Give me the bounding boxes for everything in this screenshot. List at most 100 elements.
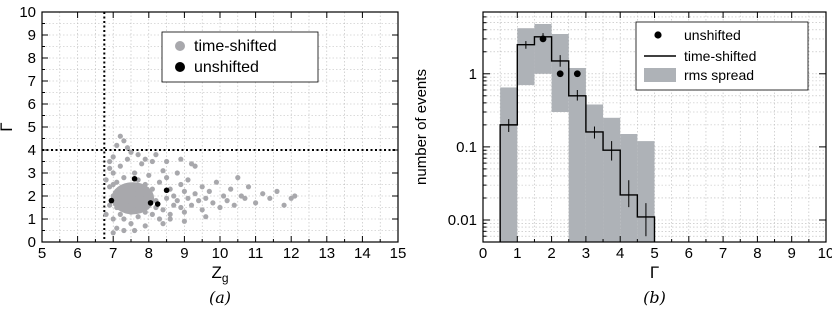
time-shifted-point bbox=[121, 138, 127, 144]
x-tick-label: 5 bbox=[38, 245, 46, 262]
time-shifted-point bbox=[185, 195, 191, 201]
x-tick-label: 3 bbox=[582, 245, 590, 262]
legend-box bbox=[161, 31, 319, 83]
time-shifted-point bbox=[231, 202, 237, 208]
unshifted-point bbox=[154, 201, 161, 207]
time-shifted-point bbox=[117, 133, 123, 139]
time-shifted-point bbox=[185, 177, 191, 183]
time-shifted-point bbox=[124, 145, 131, 151]
time-shifted-point bbox=[121, 227, 127, 234]
x-tick-label: 12 bbox=[283, 245, 300, 262]
y-tick-label: 1 bbox=[28, 211, 36, 228]
time-shifted-point bbox=[131, 207, 138, 213]
time-shifted-point bbox=[242, 195, 248, 201]
time-shifted-point bbox=[128, 149, 134, 155]
time-shifted-point bbox=[178, 156, 184, 162]
time-shifted-point bbox=[181, 218, 187, 224]
panel-b-tick-labels: 0 1 2 3 4 5 6 7 8 9 10 0.01 0.1 1 bbox=[448, 66, 832, 262]
x-tick-label: 13 bbox=[318, 245, 335, 262]
x-tick-label: 9 bbox=[180, 245, 188, 262]
x-tick-label: 2 bbox=[547, 245, 555, 262]
time-shifted-point bbox=[121, 216, 127, 222]
panel-b-legend: unshifted time-shifted rms spread bbox=[635, 21, 809, 91]
panel-b-rms-band bbox=[500, 23, 655, 242]
rms-spread-bin bbox=[603, 117, 621, 242]
time-shifted-point bbox=[107, 165, 113, 171]
time-shifted-point bbox=[178, 181, 184, 188]
time-shifted-point bbox=[228, 186, 234, 192]
time-shifted-point bbox=[131, 227, 138, 234]
y-tick-label: 3 bbox=[28, 165, 36, 182]
time-shifted-point bbox=[164, 175, 170, 181]
time-shifted-point bbox=[167, 211, 173, 217]
time-shifted-point bbox=[210, 200, 216, 206]
rms-spread-bin bbox=[568, 67, 586, 242]
unshifted-point bbox=[573, 70, 581, 78]
panel-a-x-axis-label-sub: g bbox=[222, 271, 229, 285]
time-shifted-point bbox=[121, 175, 127, 181]
panel-b-caption: (b) bbox=[643, 288, 666, 307]
unshifted-point bbox=[539, 35, 547, 43]
time-shifted-point bbox=[188, 161, 195, 167]
rms-spread-bin bbox=[500, 87, 518, 242]
legend-label: unshifted bbox=[194, 59, 259, 76]
time-shifted-point bbox=[124, 156, 131, 162]
rms-spread-bin bbox=[534, 23, 552, 74]
y-tick-label: 9 bbox=[28, 27, 36, 44]
time-shifted-point bbox=[114, 142, 120, 148]
panel-b: 0 1 2 3 4 5 6 7 8 9 100.010.11 Γ number of events … bbox=[413, 11, 832, 307]
time-shifted-point bbox=[181, 209, 187, 215]
time-shifted-point bbox=[124, 193, 131, 199]
y-tick-label: 1 bbox=[469, 66, 477, 83]
x-tick-label: 0 bbox=[479, 245, 487, 262]
time-shifted-point bbox=[164, 158, 170, 165]
time-shifted-point bbox=[110, 154, 116, 160]
time-shifted-point bbox=[110, 216, 116, 222]
y-tick-label: 0.1 bbox=[456, 139, 477, 156]
time-shifted-point bbox=[199, 207, 205, 213]
time-shifted-point bbox=[131, 195, 138, 201]
time-shifted-point bbox=[142, 223, 148, 229]
time-shifted-point bbox=[160, 168, 166, 174]
unshifted-point bbox=[131, 175, 138, 182]
time-shifted-point bbox=[203, 195, 209, 201]
y-tick-label: 10 bbox=[19, 4, 36, 21]
time-shifted-point bbox=[164, 195, 170, 201]
x-tick-label: 7 bbox=[109, 245, 117, 262]
time-shifted-point bbox=[181, 188, 187, 194]
time-shifted-point bbox=[128, 221, 134, 227]
unshifted-point bbox=[147, 200, 154, 206]
time-shifted-point bbox=[149, 186, 155, 192]
time-shifted-point bbox=[135, 152, 141, 158]
time-shifted-point bbox=[188, 202, 195, 208]
x-tick-label: 7 bbox=[719, 245, 727, 262]
x-tick-label: 8 bbox=[145, 245, 153, 262]
legend-label: time-shifted bbox=[684, 48, 756, 64]
time-shifted-point bbox=[274, 188, 280, 194]
time-shifted-point bbox=[114, 204, 120, 211]
time-shifted-point bbox=[167, 216, 173, 222]
x-tick-label: 8 bbox=[753, 245, 761, 262]
time-shifted-point bbox=[213, 179, 220, 185]
y-tick-label: 6 bbox=[28, 96, 36, 113]
time-shifted-point bbox=[235, 175, 241, 181]
time-shifted-point bbox=[110, 230, 116, 236]
time-shifted-point bbox=[117, 193, 123, 199]
time-shifted-point bbox=[224, 198, 230, 204]
time-shifted-point bbox=[253, 200, 259, 206]
legend-marker bbox=[175, 41, 185, 51]
unshifted-point bbox=[556, 70, 564, 78]
time-shifted-point bbox=[245, 184, 252, 190]
x-tick-label: 14 bbox=[354, 245, 371, 262]
legend-label: rms spread bbox=[684, 67, 754, 83]
time-shifted-point bbox=[196, 198, 202, 204]
time-shifted-point bbox=[156, 179, 163, 185]
unshifted-point bbox=[108, 197, 115, 204]
panel-a-cut-lines bbox=[42, 12, 398, 242]
panel-a-y-axis-label: Γ bbox=[0, 122, 16, 131]
time-shifted-point bbox=[139, 161, 145, 167]
legend-label: unshifted bbox=[684, 27, 741, 43]
